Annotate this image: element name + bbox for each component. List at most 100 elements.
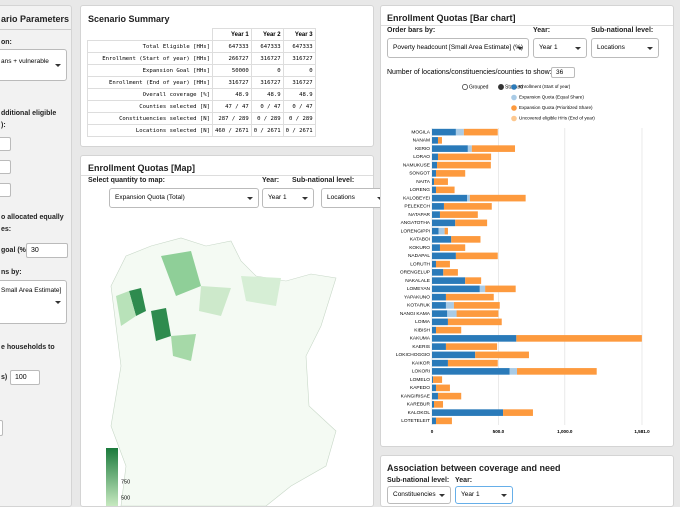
input[interactable]: 100 [10,370,40,385]
colorbar-label: 750 [121,479,130,485]
bar-segment [432,277,466,284]
legend-marker [511,94,517,101]
y-tick-label: LOIMA [415,319,431,325]
y-tick-label: KANGIRISAE [401,393,430,399]
bar-segment [435,260,450,268]
bar-segment [432,128,456,136]
cell: 460 / 2671 [212,124,252,137]
bar-segment [516,335,642,342]
select[interactable]: Locations [321,188,389,208]
map-region [116,291,136,326]
map: 750 500 [106,237,337,506]
select[interactable]: Small Area Estimate] [0,280,67,324]
legend-label: Expansion Quota (Prioritized Share) [519,105,593,110]
x-tick-label: 0 [431,429,434,434]
cell: 48.9 [282,88,316,101]
cell: 0 / 47 [250,100,284,113]
cell: Enrollment (End of year) [HHs] [87,76,213,89]
select[interactable]: Locations [591,38,659,58]
row: Locations selected [N] 460 / 2671 0 / 2671… [87,124,316,137]
y-tick-label: NAKALALE [405,278,430,284]
label: Sub-national level: [387,477,450,484]
y-tick-label: KAERIS [412,344,430,350]
divider [381,25,673,26]
bar-segment [435,326,462,334]
bar-segment [435,186,455,194]
cell: 287 / 289 [212,112,252,125]
bar-segment [438,227,445,235]
map-region [171,334,196,361]
input[interactable] [0,160,11,174]
radio[interactable] [462,84,468,90]
y-tick-label: LORENGIPPI [401,228,430,234]
bar-segment [432,293,446,301]
assoc-panel: Association between coverage and need Su… [380,455,674,507]
input[interactable] [0,420,3,436]
legend-marker [511,105,517,111]
y-tick-label: PELEKECH [404,204,430,210]
select[interactable]: Poverty headcount [Small Area Estimate] … [387,38,529,58]
y-tick-label: KERIO [415,146,430,152]
bar-segment [432,318,448,326]
select[interactable]: Year 1 [262,188,314,208]
cell: Expansion Goal [HHs] [87,64,213,77]
cell: 0 / 289 [250,112,284,125]
y-tick-label: KALOBEYEI [403,195,430,201]
label: ns by: [1,269,22,276]
bar-segment [432,260,436,268]
input[interactable]: 36 [551,67,575,78]
cell: 316727 [282,76,316,89]
cell: 50000 [212,64,252,77]
header-cell: Year 2 [250,28,284,41]
bar-segment [475,351,529,359]
bar-segment [432,351,476,359]
y-tick-label: LOKORI [412,369,430,375]
bar-segment [455,252,498,260]
label: Year: [533,27,551,34]
select[interactable]: Year 1 [455,486,513,504]
radio[interactable] [498,84,504,90]
y-tick-label: NAITA [416,179,431,185]
bar-segment [432,203,444,210]
row: Expansion Goal [HHs] 50000 0 0 [87,64,316,77]
input[interactable] [0,137,11,151]
bar-segment [432,401,434,408]
select[interactable]: ans + vulnerable [0,49,67,81]
map-region [161,251,201,296]
bar-segment [432,178,434,185]
bar-segment [432,244,440,251]
select[interactable]: Year 1 [533,38,587,58]
bar-segment [433,178,448,185]
bar-segment [455,128,464,136]
bar-segment [451,236,481,243]
cell: 266727 [212,52,252,65]
y-tick-label: KAKUMA [410,336,431,342]
bar-segment [432,170,436,177]
select[interactable]: Constituencies [387,486,451,504]
input[interactable]: 30 [26,243,68,258]
bar-segment [471,145,516,152]
cell: 647333 [250,40,284,53]
cell: 48.9 [250,88,284,101]
input[interactable] [0,183,11,197]
cell: Locations selected [N] [87,124,213,137]
bar-segment [432,359,448,367]
cell: 316727 [250,76,284,89]
legend-label: Expansion Quota (Equal Share) [519,95,584,100]
bar-segment [435,170,466,177]
cell: 316727 [212,76,252,89]
cell: 0 [250,64,284,77]
cell: 0 / 47 [282,100,316,113]
select[interactable]: Expansion Quota (Total) [109,188,259,208]
y-tick-label: LORENG [410,187,431,193]
legend-marker [511,115,517,122]
bar-segment [444,227,448,235]
bar-segment [437,153,492,161]
bar-segment [445,302,454,309]
bar-segment [432,368,510,375]
header-cell: Year 3 [282,28,316,41]
bar-segment [432,227,439,235]
cell: 0 / 2671 [282,124,316,137]
y-tick-label: SONGOT [409,171,430,177]
bar-segment [432,145,468,152]
